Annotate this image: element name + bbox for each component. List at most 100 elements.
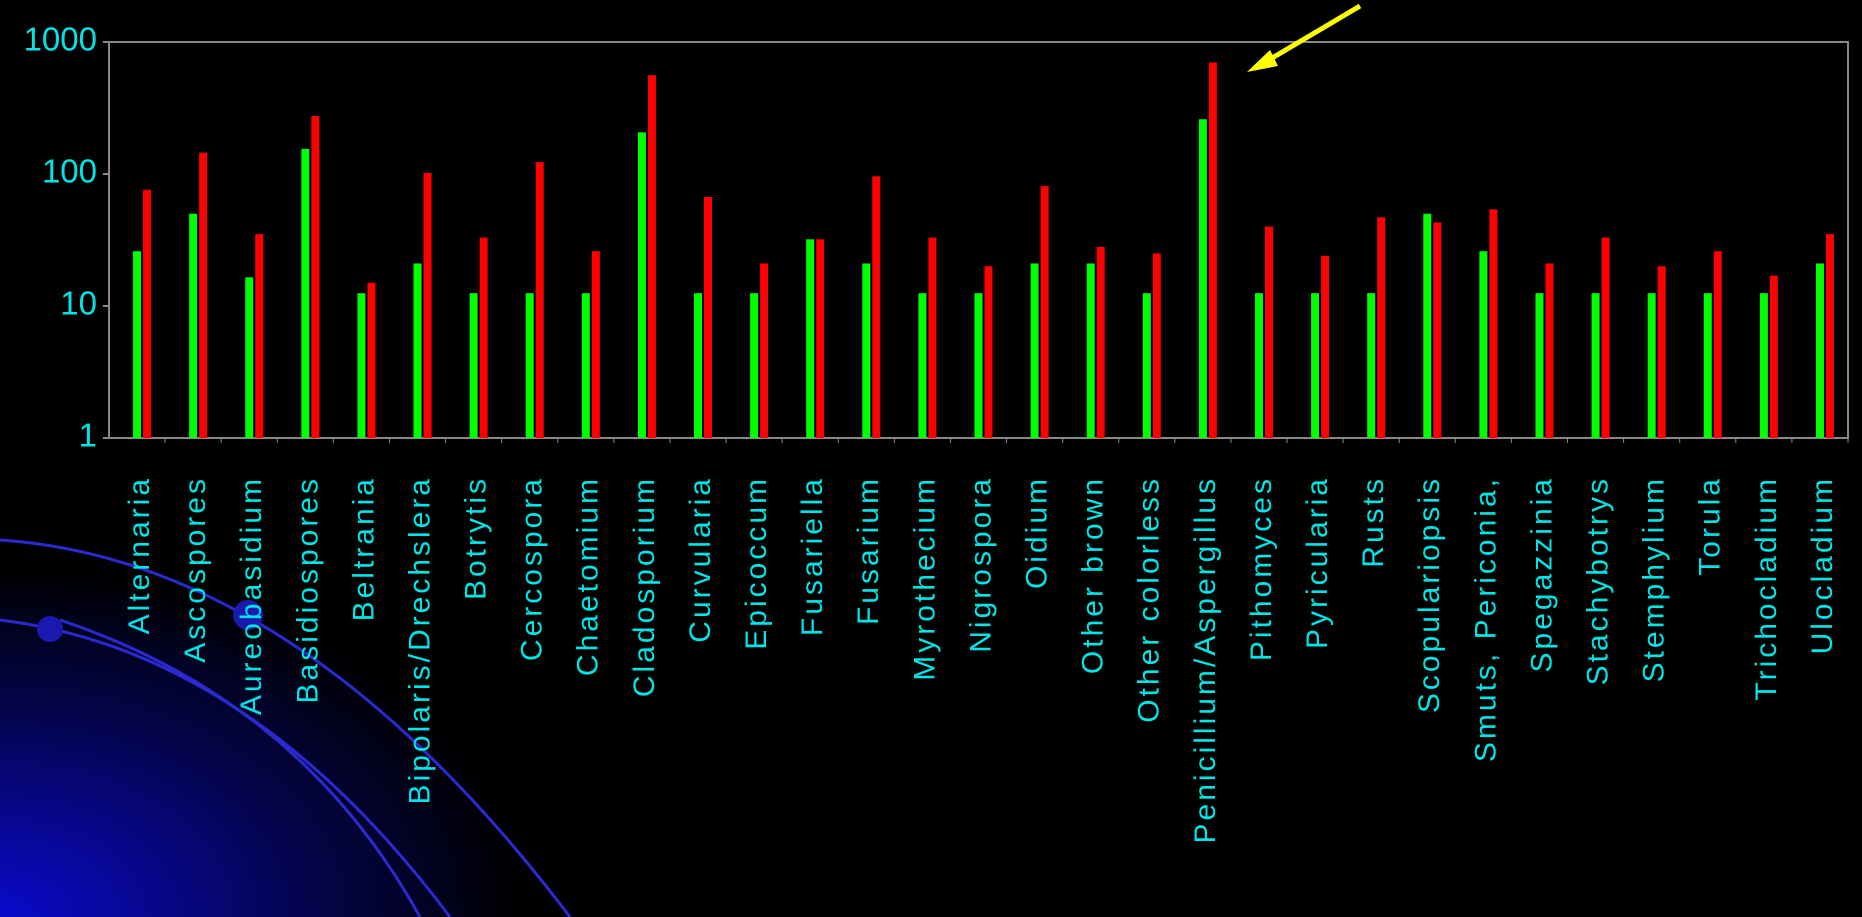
- y-tick-label: 1: [79, 417, 97, 454]
- arrow: [1260, 3, 1362, 67]
- x-tick-label: Basidiospores: [291, 476, 324, 703]
- x-tick-label: Other colorless: [1133, 476, 1166, 723]
- bar: [1759, 293, 1768, 438]
- x-tick-label: Trichocladium: [1750, 476, 1783, 701]
- bar: [413, 263, 422, 438]
- bar: [1423, 213, 1432, 438]
- x-tick-label: Spegazzinia: [1525, 476, 1558, 672]
- y-tick-label: 10: [60, 285, 97, 322]
- x-tick-label: Torula: [1694, 476, 1727, 576]
- bar: [423, 172, 432, 438]
- bar: [647, 75, 656, 438]
- bar: [1769, 275, 1778, 438]
- x-tick-label: Penicillium/Aspergillus: [1189, 476, 1222, 843]
- bar: [311, 116, 320, 438]
- x-tick-label: Myrothecium: [908, 476, 941, 681]
- bar: [862, 263, 871, 438]
- bar: [469, 293, 478, 438]
- bar: [525, 293, 534, 438]
- bar: [918, 293, 927, 438]
- bar: [1591, 293, 1600, 438]
- arrow-head: [1247, 50, 1278, 72]
- bar: [1198, 119, 1207, 439]
- bar: [357, 293, 366, 438]
- plot: 1 10 100 1000 Alternaria Ascospores Aureobasid…: [24, 21, 1849, 843]
- decor-dot: [233, 600, 263, 630]
- x-tick-label: Smuts, Periconia,: [1469, 476, 1502, 762]
- x-tick-label: Ulocladium: [1806, 476, 1839, 654]
- bar: [1142, 293, 1151, 438]
- bar: [1601, 237, 1610, 438]
- bar: [1152, 253, 1161, 438]
- bar: [1367, 293, 1376, 438]
- x-tick-label: Fusariella: [796, 476, 829, 636]
- y-tick-label: 1000: [24, 21, 97, 58]
- bar: [928, 237, 937, 438]
- bar: [704, 196, 713, 438]
- x-tick-label: Rusts: [1357, 476, 1390, 568]
- x-tick-label: Cercospora: [516, 476, 549, 661]
- bar: [1311, 293, 1320, 438]
- bar: [984, 266, 993, 438]
- bar: [974, 293, 983, 438]
- bar: [1030, 263, 1039, 438]
- bar: [1815, 263, 1824, 438]
- x-tick-label: Fusarium: [852, 476, 885, 625]
- x-tick-label: Oidium: [1021, 476, 1054, 589]
- bar: [806, 239, 815, 438]
- bar: [1545, 263, 1554, 438]
- bar: [591, 251, 600, 438]
- decor-curve: [0, 538, 572, 917]
- x-tick-label: Epicoccum: [740, 476, 773, 650]
- bar: [760, 263, 769, 438]
- x-tick-label: Ascospores: [179, 476, 212, 663]
- bar: [694, 293, 703, 438]
- decor-curves: [0, 538, 572, 917]
- x-tick-label: Cladosporium: [628, 476, 661, 697]
- x-tick-label: Curvularia: [684, 476, 717, 643]
- bar: [1479, 251, 1488, 438]
- bar: [750, 293, 759, 438]
- bar: [1825, 234, 1834, 438]
- x-tick-label: Scopulariopsis: [1413, 476, 1446, 713]
- bar: [816, 239, 825, 438]
- x-tick-label: Other brown: [1077, 476, 1110, 674]
- bar: [479, 237, 488, 438]
- x-tick-label: Bipolaris/Drechslera: [403, 476, 436, 804]
- decor-dot: [37, 616, 63, 642]
- decor-curve: [59, 618, 422, 917]
- bar: [1086, 263, 1095, 438]
- bar: [535, 162, 544, 439]
- bar: [1254, 293, 1263, 438]
- bar: [1208, 62, 1217, 439]
- x-tick-label: Alternaria: [123, 476, 156, 634]
- bar: [1264, 226, 1273, 438]
- y-tick-label: 100: [42, 153, 97, 190]
- bar: [1096, 246, 1105, 438]
- bar: [133, 251, 142, 438]
- x-tick-label: Stachybotrys: [1581, 476, 1614, 685]
- bar: [255, 234, 264, 438]
- bar: [1040, 186, 1049, 438]
- bar: [1433, 222, 1442, 438]
- x-tick-label: Nigrospora: [964, 476, 997, 653]
- x-tick-label: Aureobasidium: [235, 476, 268, 715]
- bar: [1489, 209, 1498, 438]
- bar: [1535, 293, 1544, 438]
- bar: [872, 176, 881, 438]
- bar: [1703, 293, 1712, 438]
- x-tick-label: Beltrania: [347, 476, 380, 621]
- bar: [1713, 251, 1722, 438]
- bar: [189, 213, 198, 438]
- x-tick-label: Chaetomium: [572, 476, 605, 676]
- x-tick-label: Stemphylium: [1638, 476, 1671, 682]
- x-tick-label: Pyricularia: [1301, 476, 1334, 649]
- bar: [1657, 266, 1666, 438]
- bar: [1321, 255, 1330, 438]
- bar: [143, 189, 152, 438]
- background-glow: [0, 450, 700, 917]
- bar: [637, 132, 646, 438]
- bar: [581, 293, 590, 438]
- x-tick-label: Pithomyces: [1245, 476, 1278, 661]
